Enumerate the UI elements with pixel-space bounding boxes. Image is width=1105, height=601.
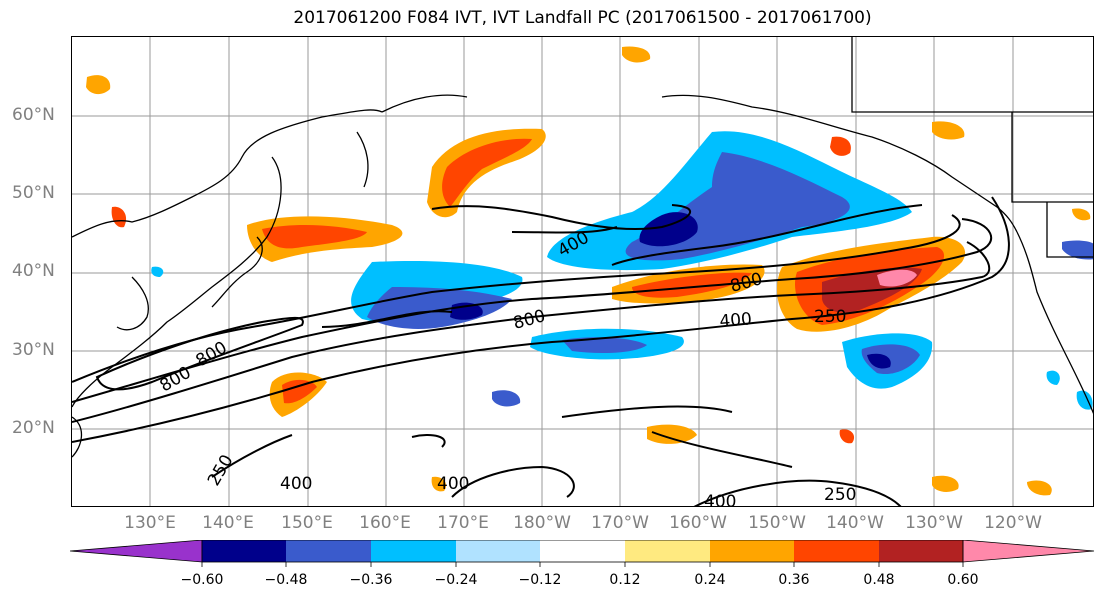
colorbar-extend-low [70, 540, 203, 563]
colorbar-tick-label: 0.12 [609, 572, 641, 588]
colorbar-segment [371, 540, 456, 562]
colorbar [70, 540, 1095, 567]
colorbar-tick-label: 0.24 [694, 572, 726, 588]
colorbar-segment [710, 540, 794, 562]
colorbar-tick-label: −0.24 [434, 572, 478, 588]
colorbar-segment [456, 540, 540, 562]
contour-label: 400 [704, 492, 736, 507]
lat-label-30n: 30°N [12, 340, 55, 360]
lon-label-170w: 170°W [591, 513, 649, 533]
lon-label-160e: 160°E [359, 513, 411, 533]
contour-label: 400 [719, 309, 753, 332]
contour-label: 400 [437, 474, 469, 494]
contour-label: 250 [824, 485, 856, 505]
ivt-contours [72, 196, 1010, 506]
lon-label-130e: 130°E [124, 513, 176, 533]
map-title: 2017061200 F084 IVT, IVT Landfall PC (20… [293, 8, 872, 28]
lon-label-120w: 120°W [984, 513, 1042, 533]
colorbar-tick-label: −0.48 [264, 572, 308, 588]
colorbar-tick-label: 0.60 [947, 572, 979, 588]
lon-label-180w: 180°W [513, 513, 571, 533]
lon-label-130w: 130°W [905, 513, 963, 533]
positive-pc-regions [86, 46, 1091, 496]
colorbar-tick-label: −0.12 [518, 572, 562, 588]
negative-pc-regions [151, 131, 1093, 410]
lon-label-140w: 140°W [826, 513, 884, 533]
colorbar-outline [201, 540, 964, 563]
colorbar-tick-label: −0.60 [180, 572, 224, 588]
colorbar-segment [202, 540, 286, 562]
lat-label-50n: 50°N [12, 183, 55, 203]
lon-label-150w: 150°W [748, 513, 806, 533]
map-panel: 400 800 800 400 250 800 800 400 250 400 … [71, 36, 1094, 507]
lon-label-170e: 170°E [437, 513, 489, 533]
lon-label-160w: 160°W [669, 513, 727, 533]
contour-label: 250 [204, 451, 238, 489]
lat-label-20n: 20°N [12, 418, 55, 438]
contour-label: 250 [814, 307, 846, 327]
colorbar-segment [625, 540, 710, 562]
colorbar-segment [540, 540, 625, 562]
colorbar-segment [286, 540, 371, 562]
colorbar-extend-high [962, 540, 1095, 563]
map-canvas: 400 800 800 400 250 800 800 400 250 400 … [72, 37, 1093, 507]
colorbar-tick-label: 0.36 [778, 572, 810, 588]
lat-label-60n: 60°N [12, 105, 55, 125]
colorbar-segment [794, 540, 879, 562]
colorbar-tick-label: 0.48 [863, 572, 895, 588]
lon-label-140e: 140°E [202, 513, 254, 533]
colorbar-tick-label: −0.36 [349, 572, 393, 588]
colorbar-segment [879, 540, 963, 562]
lon-label-150e: 150°E [281, 513, 333, 533]
lat-label-40n: 40°N [12, 261, 55, 281]
contour-label: 400 [280, 474, 312, 494]
